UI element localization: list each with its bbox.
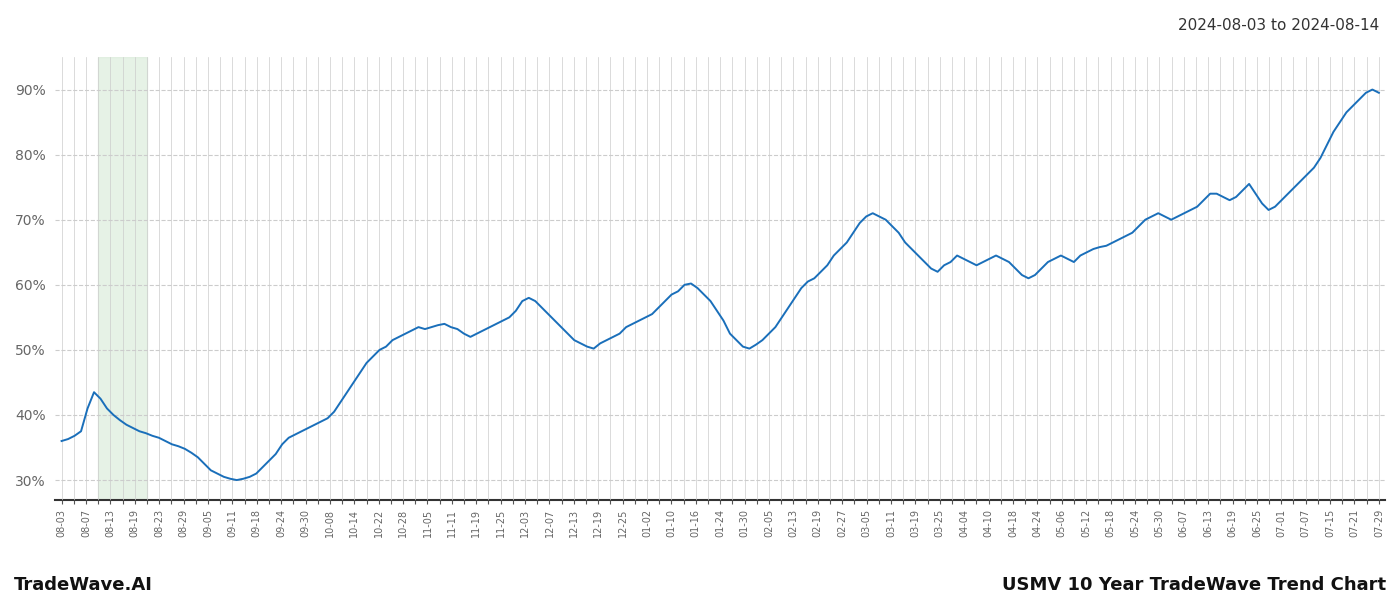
Text: TradeWave.AI: TradeWave.AI <box>14 576 153 594</box>
Text: USMV 10 Year TradeWave Trend Chart: USMV 10 Year TradeWave Trend Chart <box>1002 576 1386 594</box>
Bar <box>98 57 147 500</box>
Text: 2024-08-03 to 2024-08-14: 2024-08-03 to 2024-08-14 <box>1177 18 1379 33</box>
